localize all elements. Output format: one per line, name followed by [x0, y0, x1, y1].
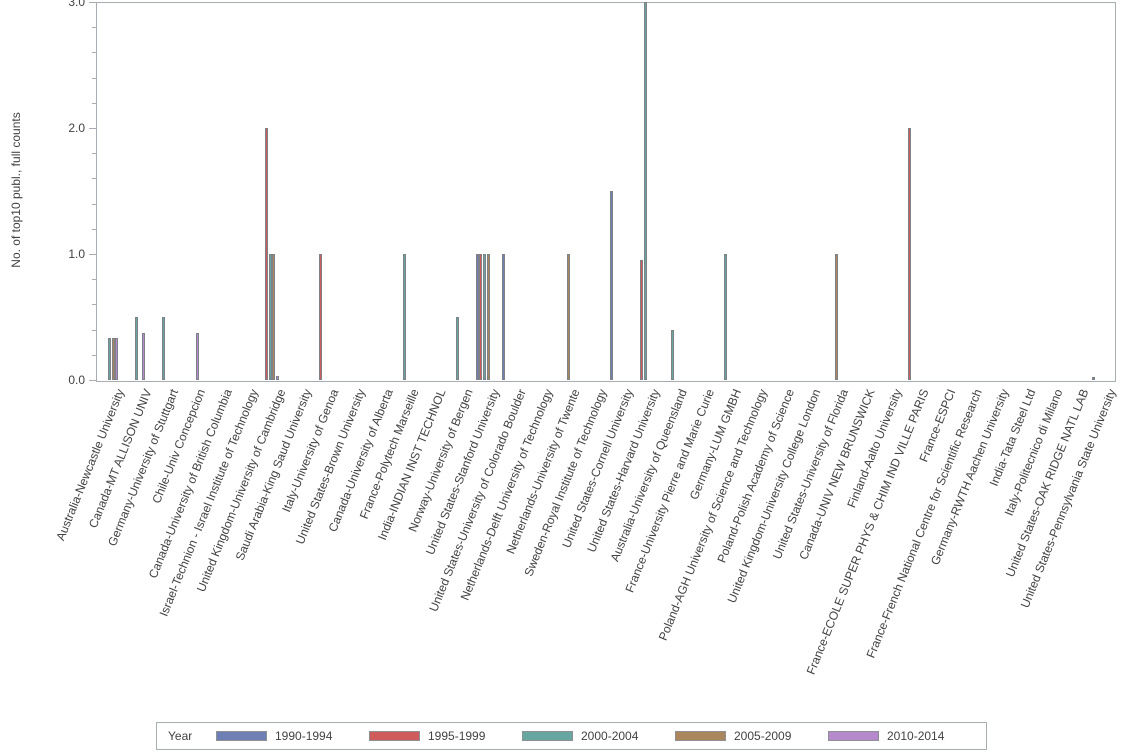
bar [907, 128, 911, 380]
bar [134, 317, 138, 380]
y-minor-tick-mark [92, 77, 96, 79]
bar [107, 338, 111, 380]
legend-entry-label: 2000-2004 [581, 729, 639, 743]
y-minor-tick-mark [92, 102, 96, 104]
y-tick-label: 2.0 [68, 121, 85, 135]
bar [195, 333, 199, 380]
y-minor-tick-mark [92, 203, 96, 205]
bar [272, 254, 276, 380]
y-tick-label: 3.0 [68, 0, 85, 9]
y-axis-title: No. of top10 publ., full counts [9, 112, 23, 268]
legend-entry: 1990-1994 [216, 729, 369, 743]
y-tick-label: 1.0 [68, 247, 85, 261]
y-minor-tick-mark [92, 354, 96, 356]
legend-entry-label: 2010-2014 [887, 729, 945, 743]
bar [640, 260, 643, 380]
y-minor-tick-mark [92, 279, 96, 281]
y-tick-mark [89, 128, 96, 129]
bar [486, 254, 490, 380]
legend-entry-label: 1995-1999 [428, 729, 486, 743]
legend-entry-label: 2005-2009 [734, 729, 792, 743]
legend: Year 1990-1994 1995-1999 2000-2004 2005-200… [156, 722, 987, 750]
y-minor-tick-mark [92, 304, 96, 306]
bar [161, 317, 165, 380]
bar [402, 254, 406, 380]
plot-area [96, 2, 1116, 382]
y-minor-tick-mark [92, 228, 96, 230]
legend-swatch [216, 731, 267, 741]
bar [482, 254, 486, 380]
y-tick-mark [89, 254, 96, 255]
bar [111, 338, 115, 380]
legend-entry: 2010-2014 [828, 729, 981, 743]
legend-entry: 2000-2004 [522, 729, 675, 743]
legend-swatch [675, 731, 726, 741]
y-minor-tick-mark [92, 329, 96, 331]
bar [268, 254, 272, 380]
legend-entry: 2005-2009 [675, 729, 828, 743]
bar [276, 376, 279, 380]
bar [834, 254, 838, 380]
bar [264, 128, 268, 380]
bar [643, 2, 647, 380]
legend-entry-label: 1990-1994 [275, 729, 333, 743]
bar [609, 191, 613, 380]
legend-swatch [828, 731, 879, 741]
legend-swatch [522, 731, 573, 741]
bar [1091, 377, 1095, 380]
bar [502, 254, 506, 380]
bar [318, 254, 322, 380]
bar [479, 254, 483, 380]
y-minor-tick-mark [92, 27, 96, 29]
y-minor-tick-mark [92, 52, 96, 54]
y-minor-tick-mark [92, 178, 96, 180]
y-minor-tick-mark [92, 153, 96, 155]
y-tick-mark [89, 380, 96, 381]
legend-entry: 1995-1999 [369, 729, 522, 743]
y-tick-mark [89, 2, 96, 3]
legend-swatch [369, 731, 420, 741]
y-tick-label: 0.0 [68, 373, 85, 387]
bar [142, 333, 146, 380]
bar [567, 254, 570, 380]
bar [724, 254, 728, 380]
bar [475, 254, 479, 380]
legend-title: Year [168, 729, 193, 743]
bar [670, 330, 674, 380]
bar [456, 317, 460, 380]
bar [115, 338, 119, 380]
